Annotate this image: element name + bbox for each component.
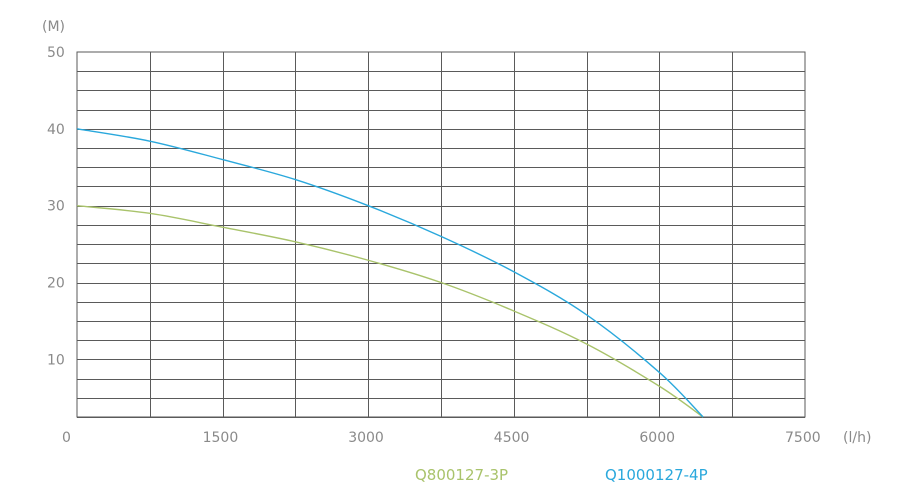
y-tick-label: 50 bbox=[47, 45, 65, 61]
y-axis-unit: (M) bbox=[42, 19, 65, 35]
x-tick-label: 6000 bbox=[639, 430, 675, 446]
series-line-q800127-3p bbox=[76, 204, 704, 418]
x-tick-label: 7500 bbox=[785, 430, 821, 446]
legend: Q800127-3P Q1000127-4P bbox=[415, 466, 708, 484]
y-tick-label: 10 bbox=[47, 352, 65, 368]
series-line-q1000127-4p bbox=[76, 128, 704, 418]
y-tick-label: 30 bbox=[47, 199, 65, 215]
y-tick-label: 20 bbox=[47, 276, 65, 292]
x-tick-label: 3000 bbox=[348, 430, 384, 446]
x-tick-label: 0 bbox=[62, 430, 71, 446]
y-tick-label: 40 bbox=[47, 122, 65, 138]
x-axis-unit: (l/h) bbox=[843, 430, 871, 446]
x-tick-label: 1500 bbox=[203, 430, 239, 446]
series-lines bbox=[76, 128, 704, 418]
axis-ticks: 10 20 30 40 50 0 1500 3000 4500 6000 7500 bbox=[47, 45, 821, 446]
x-tick-label: 4500 bbox=[494, 430, 530, 446]
legend-entry-q800127-3p: Q800127-3P bbox=[415, 466, 508, 484]
legend-entry-q1000127-4p: Q1000127-4P bbox=[605, 466, 708, 484]
grid bbox=[76, 51, 806, 418]
